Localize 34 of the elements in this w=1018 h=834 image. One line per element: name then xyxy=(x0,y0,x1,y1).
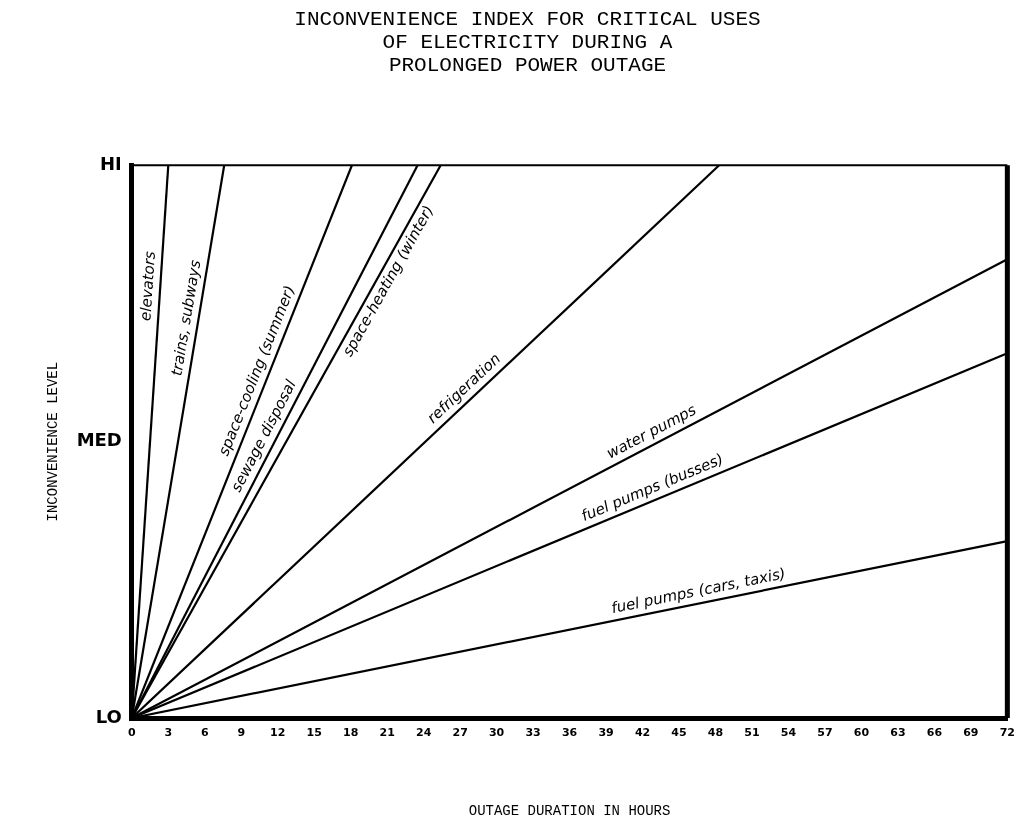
x-tick-label: 30 xyxy=(488,726,505,740)
x-tick-label: 57 xyxy=(817,726,833,740)
x-tick-label: 21 xyxy=(379,726,395,740)
x-tick-label: 54 xyxy=(780,726,797,740)
x-tick-label: 45 xyxy=(671,726,687,740)
x-tick-label: 3 xyxy=(164,726,173,740)
x-tick-label: 66 xyxy=(926,726,943,740)
x-tick-label: 27 xyxy=(452,726,468,740)
x-tick-label: 36 xyxy=(561,726,578,740)
text: LO xyxy=(95,705,122,727)
x-tick-label: 69 xyxy=(963,726,979,740)
text: elevators xyxy=(136,250,159,322)
chart-title: INCONVENIENCE INDEX FOR CRITICAL USES OF ELECTRICITY DURING A PROLONGED POWER OUTAGE xyxy=(294,8,761,78)
x-tick-label: 51 xyxy=(744,726,760,740)
text: fuel pumps (cars, taxis) xyxy=(609,564,788,618)
x-tick-label: 12 xyxy=(270,726,286,740)
text: trains, subways xyxy=(167,258,205,378)
x-tick-label: 33 xyxy=(525,726,541,740)
x-tick-label: 9 xyxy=(237,726,246,740)
x-tick-label: 18 xyxy=(343,726,359,740)
x-tick-label: 24 xyxy=(415,726,432,740)
x-tick-label: 15 xyxy=(306,726,322,740)
x-tick-label: 48 xyxy=(707,726,724,740)
x-tick-label: 63 xyxy=(890,726,906,740)
x-tick-label: 72 xyxy=(999,726,1015,740)
x-tick-label: 39 xyxy=(598,726,614,740)
x-tick-label: 0 xyxy=(127,726,136,740)
x-tick-label: 6 xyxy=(200,726,209,740)
x-axis-title: OUTAGE DURATION IN HOURS xyxy=(468,803,671,820)
x-tick-label: 42 xyxy=(634,726,651,740)
text: HI xyxy=(100,152,122,174)
y-axis-title: INCONVENIENCE LEVEL xyxy=(45,361,62,522)
x-tick-label: 60 xyxy=(853,726,870,740)
text: MED xyxy=(76,429,122,451)
